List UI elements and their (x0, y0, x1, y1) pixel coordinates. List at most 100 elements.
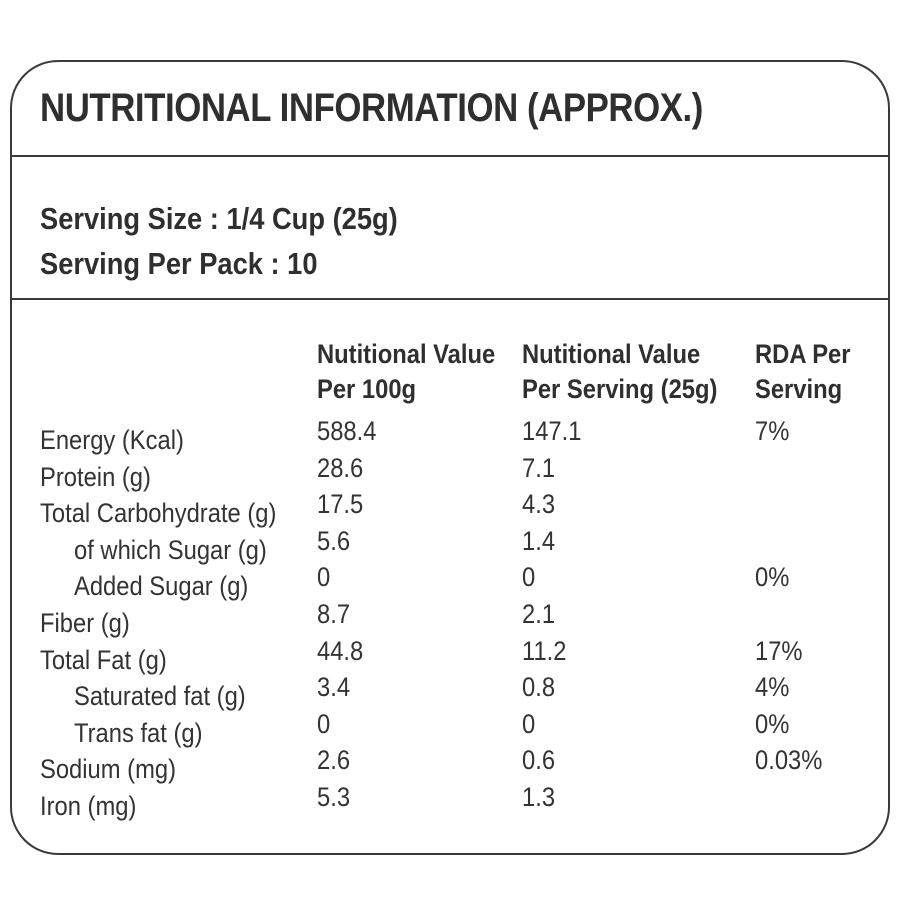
table-row: Trans fat (g) 0 0 0% (12, 708, 888, 748)
value-per-100g-text: 5.3 (317, 781, 351, 812)
value-per-serving-text: 1.4 (522, 525, 556, 556)
serving-per-pack-line: Serving Per Pack : 10 (40, 245, 318, 281)
nutrient-label-text: Added Sugar (g) (74, 571, 249, 602)
value-per-100g: 5.3 (317, 782, 522, 813)
value-per-100g-text: 28.6 (317, 452, 364, 483)
value-per-serving: 0 (522, 562, 755, 593)
value-per-100g-text: 0 (317, 562, 331, 593)
value-per-serving: 0.6 (522, 745, 755, 776)
nutrient-label: Total Fat (g) (12, 645, 317, 676)
table-row: Protein (g) 28.6 7.1 (12, 453, 888, 493)
header-rda: RDA Per Serving (755, 337, 888, 407)
value-per-100g-text: 3.4 (317, 672, 351, 703)
value-per-serving-text: 2.1 (522, 598, 556, 629)
nutrient-label: Protein (g) (12, 462, 317, 493)
nutrient-label-text: Total Carbohydrate (g) (40, 498, 277, 529)
value-per-serving: 1.3 (522, 782, 755, 813)
value-rda (755, 599, 888, 630)
value-rda (755, 489, 888, 520)
serving-section: Serving Size : 1/4 Cup (25g) Serving Per… (12, 157, 888, 300)
value-rda-text: 17% (755, 635, 803, 666)
nutrition-label-panel: NUTRITIONAL INFORMATION (APPROX.) Servin… (10, 60, 890, 855)
value-rda-text: 4% (755, 672, 790, 703)
header-rda-line2: Serving (755, 374, 843, 404)
value-per-100g: 0 (317, 709, 522, 740)
page-title: NUTRITIONAL INFORMATION (APPROX.) (40, 86, 703, 130)
value-rda (755, 526, 888, 557)
value-rda (755, 782, 888, 813)
value-per-serving-text: 0 (522, 562, 536, 593)
table-row: Energy (Kcal) 588.4 147.1 7% (12, 416, 888, 456)
table-row: Iron (mg) 5.3 1.3 (12, 782, 888, 822)
header-per-100g-line2: Per 100g (317, 374, 417, 404)
header-per-serving-line2: Per Serving (25g) (522, 374, 718, 404)
value-per-serving: 0.8 (522, 672, 755, 703)
nutrient-label: Energy (Kcal) (12, 425, 317, 456)
table-row: Total Carbohydrate (g) 17.5 4.3 (12, 489, 888, 529)
nutrient-label-text: Iron (mg) (40, 790, 137, 821)
value-per-100g-text: 44.8 (317, 635, 364, 666)
nutrient-label: Added Sugar (g) (12, 571, 317, 602)
value-per-100g: 0 (317, 562, 522, 593)
nutrient-label-text: Trans fat (g) (74, 717, 203, 748)
value-rda: 17% (755, 636, 888, 667)
table-row: of which Sugar (g) 5.6 1.4 (12, 526, 888, 566)
value-per-serving-text: 11.2 (522, 635, 567, 666)
value-per-100g-text: 2.6 (317, 745, 351, 776)
value-rda: 0% (755, 562, 888, 593)
value-per-100g-text: 0 (317, 708, 331, 739)
value-per-serving-text: 147.1 (522, 416, 582, 446)
nutrient-label: Total Carbohydrate (g) (12, 498, 317, 529)
value-per-serving-text: 0 (522, 708, 536, 739)
table-row: Added Sugar (g) 0 0 0% (12, 562, 888, 602)
value-per-serving-text: 7.1 (522, 452, 556, 483)
nutrient-label-text: Total Fat (g) (40, 644, 167, 675)
value-per-serving: 11.2 (522, 636, 755, 667)
nutrient-label-text: Energy (Kcal) (40, 425, 184, 455)
table-row: Saturated fat (g) 3.4 0.8 4% (12, 672, 888, 712)
value-rda: 0.03% (755, 745, 888, 776)
value-per-100g-text: 588.4 (317, 416, 377, 446)
value-per-100g: 2.6 (317, 745, 522, 776)
header-per-100g-line1: Nutitional Value (317, 339, 496, 369)
value-rda-text: 7% (755, 416, 790, 446)
value-rda-text: 0% (755, 562, 790, 593)
nutrition-table: Nutitional Value Per 100g Nutitional Val… (12, 300, 888, 822)
nutrient-label: of which Sugar (g) (12, 535, 317, 566)
table-header-row: Nutitional Value Per 100g Nutitional Val… (12, 337, 888, 407)
nutrient-label-text: Sodium (mg) (40, 754, 177, 785)
table-body: Energy (Kcal) 588.4 147.1 7% Protein (g) 28.6… (12, 416, 888, 822)
nutrient-label: Iron (mg) (12, 791, 317, 822)
value-per-100g-text: 17.5 (317, 489, 364, 520)
value-per-serving-text: 0.8 (522, 672, 556, 703)
value-per-100g: 17.5 (317, 489, 522, 520)
value-rda: 7% (755, 416, 888, 447)
value-per-100g: 28.6 (317, 453, 522, 484)
value-per-100g-text: 5.6 (317, 525, 351, 556)
value-rda-text: 0% (755, 708, 790, 739)
value-rda-text: 0.03% (755, 745, 823, 776)
header-per-serving: Nutitional Value Per Serving (25g) (522, 337, 755, 407)
value-per-serving: 1.4 (522, 526, 755, 557)
value-rda (755, 453, 888, 484)
header-rda-line1: RDA Per (755, 339, 851, 369)
nutrient-label: Saturated fat (g) (12, 681, 317, 712)
value-per-serving-text: 4.3 (522, 489, 556, 520)
nutrient-label: Fiber (g) (12, 608, 317, 639)
value-per-serving-text: 0.6 (522, 745, 556, 776)
value-per-100g: 5.6 (317, 526, 522, 557)
value-per-100g: 3.4 (317, 672, 522, 703)
value-rda: 0% (755, 709, 888, 740)
title-section: NUTRITIONAL INFORMATION (APPROX.) (12, 62, 888, 157)
serving-size-line: Serving Size : 1/4 Cup (25g) (40, 200, 398, 236)
value-per-100g: 588.4 (317, 416, 522, 447)
table-row: Total Fat (g) 44.8 11.2 17% (12, 635, 888, 676)
nutrient-label-text: Saturated fat (g) (74, 681, 246, 712)
value-rda: 4% (755, 672, 888, 703)
value-per-serving-text: 1.3 (522, 781, 556, 812)
value-per-serving: 147.1 (522, 416, 755, 447)
value-per-serving: 7.1 (522, 453, 755, 484)
table-row: Fiber (g) 8.7 2.1 (12, 598, 888, 639)
header-per-100g: Nutitional Value Per 100g (317, 337, 522, 407)
nutrient-label-text: Fiber (g) (40, 607, 130, 638)
